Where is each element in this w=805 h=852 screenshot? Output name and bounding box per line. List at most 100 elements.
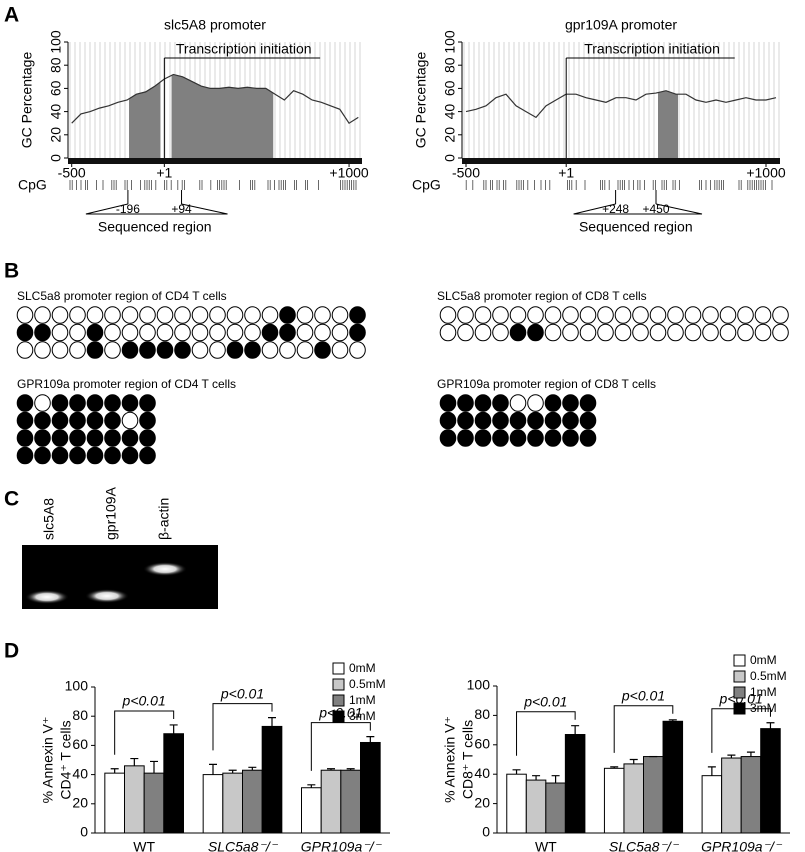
- cpg-circle: [527, 306, 544, 324]
- track-label: CpG: [412, 177, 441, 193]
- track-label: CpG: [18, 177, 47, 193]
- cpg-circle: [104, 429, 121, 447]
- cpg-circle: [16, 323, 34, 342]
- panel-label: A: [4, 4, 19, 27]
- lane-label: gpr109A: [103, 486, 119, 540]
- cpg-circle: [719, 306, 737, 324]
- x-tick-label: GPR109a⁻/⁻: [301, 839, 383, 852]
- cpg-circle: [191, 341, 209, 359]
- cpg-circle: [667, 323, 684, 342]
- cpg-circle: [439, 394, 457, 412]
- region-end-label: +94: [171, 202, 192, 216]
- cpg-circle: [331, 323, 349, 342]
- cpg-circle: [772, 323, 789, 342]
- cpg-circle: [279, 341, 296, 359]
- cpg-circle: [296, 323, 314, 342]
- cpg-circle: [719, 323, 737, 342]
- cpg-circle: [509, 323, 527, 342]
- y-tick-label: 60: [48, 80, 64, 96]
- cpg-circle: [349, 323, 366, 342]
- region-start-label: -196: [116, 202, 140, 216]
- bar: [506, 773, 527, 834]
- cpg-circle: [51, 394, 69, 412]
- cpg-circle: [296, 306, 314, 324]
- bar: [261, 725, 283, 834]
- cpg-circle: [562, 429, 579, 447]
- cpg-circle: [16, 429, 34, 447]
- cpg-circle: [579, 306, 597, 324]
- cpg-circle: [509, 411, 527, 430]
- cpg-circle: [191, 323, 209, 342]
- y-tick-label: 20: [474, 794, 490, 810]
- cpg-circle: [754, 306, 772, 324]
- legend-swatch: [332, 678, 345, 691]
- legend-label: 0mM: [750, 653, 777, 667]
- cpg-circle: [226, 323, 244, 342]
- legend-label: 3mM: [349, 709, 376, 723]
- error-bar: [248, 766, 257, 771]
- cpg-circle: [104, 341, 121, 359]
- cpg-circle: [527, 323, 544, 342]
- cpg-circle: [16, 394, 34, 412]
- cpg-circle: [121, 341, 139, 359]
- significance-label: p<0.01: [122, 693, 166, 709]
- y-tick-label: 40: [48, 104, 64, 120]
- y-tick-label: 20: [72, 795, 88, 811]
- error-bar: [150, 760, 158, 774]
- cpg-circle: [34, 429, 51, 447]
- legend-label: 0.5mM: [750, 669, 787, 683]
- cpg-circle: [632, 323, 649, 342]
- cpg-circle: [51, 411, 69, 430]
- error-bar: [707, 766, 716, 776]
- error-bar: [346, 768, 355, 771]
- cpg-circle: [104, 446, 121, 465]
- bar: [340, 769, 362, 834]
- bar: [623, 763, 645, 834]
- bar: [124, 765, 145, 834]
- chart-title: gpr109A promoter: [565, 17, 677, 33]
- cpg-circle: [579, 323, 597, 342]
- cpg-circle: [174, 323, 191, 342]
- significance-bracket: [516, 711, 576, 756]
- cpg-circle: [156, 306, 174, 324]
- panel-label: C: [4, 488, 19, 511]
- cpg-circle: [509, 306, 527, 324]
- bar: [163, 733, 184, 834]
- cpg-circle: [457, 411, 474, 430]
- y-tick-label: 80: [474, 706, 490, 722]
- cpg-circle: [527, 394, 544, 412]
- cpg-circle: [174, 306, 191, 324]
- cpg-circle: [34, 306, 51, 324]
- legend-swatch: [332, 694, 345, 707]
- cpg-circle: [349, 341, 366, 359]
- bar: [242, 769, 263, 834]
- cpg-circle: [16, 306, 34, 324]
- cpg-circle: [156, 341, 174, 359]
- cpg-circle: [439, 411, 457, 430]
- bar: [564, 734, 586, 834]
- panel-label: B: [4, 260, 19, 283]
- shaded-region: [129, 81, 161, 158]
- cpg-circle: [69, 411, 86, 430]
- cpg-circle: [457, 394, 474, 412]
- cpg-circle: [474, 411, 492, 430]
- y-tick-label: 40: [72, 765, 88, 781]
- error-bar: [551, 775, 560, 784]
- cpg-circle: [69, 306, 86, 324]
- cpg-circle: [632, 306, 649, 324]
- cpg-circle: [544, 429, 562, 447]
- shaded-region: [171, 74, 274, 158]
- legend-swatch: [332, 662, 345, 675]
- bar: [222, 772, 243, 834]
- cpg-circle: [492, 429, 509, 447]
- cpg-circle: [244, 323, 261, 342]
- y-axis-label: % Annexin V⁺: [442, 716, 458, 803]
- cpg-circle: [261, 306, 279, 324]
- cpg-circle: [492, 411, 509, 430]
- cpg-circle: [509, 394, 527, 412]
- cpg-circle: [492, 323, 509, 342]
- cpg-circle: [226, 306, 244, 324]
- cpg-circle: [16, 411, 34, 430]
- significance-label: p<0.01: [523, 693, 567, 709]
- cpg-circle: [16, 446, 34, 465]
